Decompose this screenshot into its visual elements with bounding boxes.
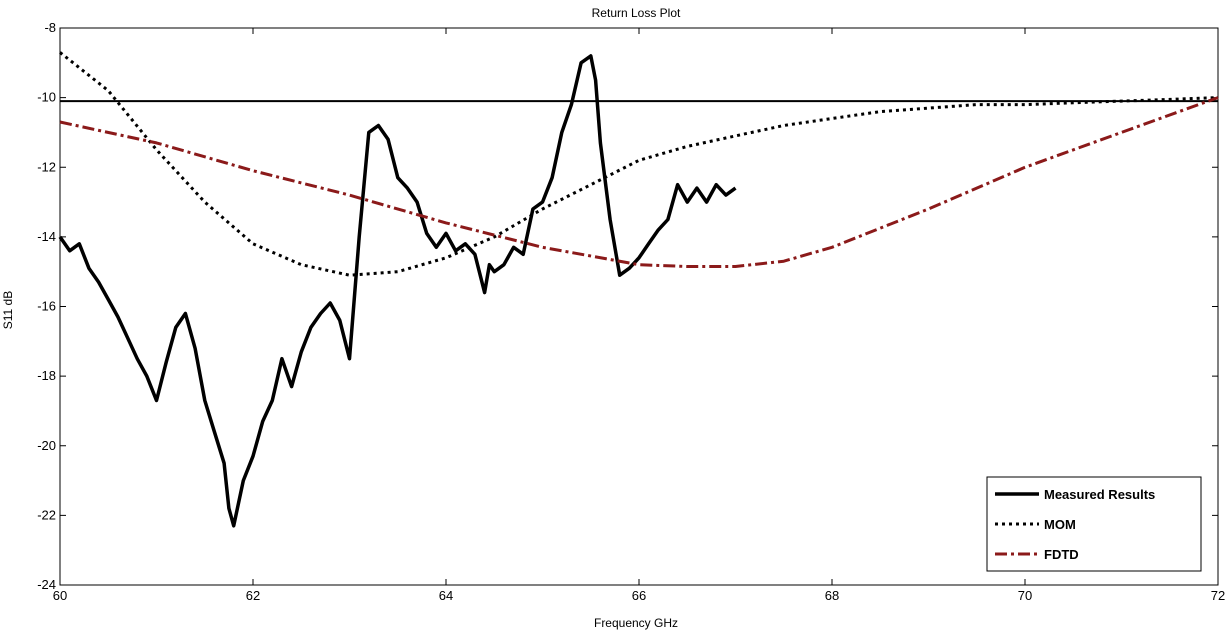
y-tick-label: -12	[37, 159, 56, 174]
legend-entry-label: Measured Results	[1044, 487, 1155, 502]
y-tick-label: -8	[44, 20, 56, 35]
legend: Measured Results MOM FDTD	[986, 476, 1202, 572]
y-tick-label: -22	[37, 507, 56, 522]
plot-area: 60 62 64 66 68 70 72 -24 -22 -20 -18 -16 -14 -12 -10 -8	[37, 20, 1225, 603]
x-tick-label: 68	[825, 588, 839, 603]
y-tick-label: -20	[37, 438, 56, 453]
y-tick-label: -14	[37, 229, 56, 244]
x-tick-label: 66	[632, 588, 646, 603]
series-line-fdtd	[59, 96, 1219, 268]
x-tick-label: 64	[439, 588, 453, 603]
y-tick-label: -18	[37, 368, 56, 383]
x-tick-label: 60	[53, 588, 67, 603]
legend-entry-label: MOM	[1044, 517, 1076, 532]
legend-entry-label: FDTD	[1044, 547, 1079, 562]
y-tick-label: -16	[37, 299, 56, 314]
x-axis-label: Frequency GHz	[594, 616, 678, 630]
chart-title: Return Loss Plot	[592, 6, 681, 20]
series-line-measured-results	[58, 54, 737, 528]
x-tick-label: 62	[246, 588, 260, 603]
x-tick-label: 72	[1211, 588, 1225, 603]
y-axis-label: S11 dB	[1, 291, 15, 329]
y-tick-label: -24	[37, 577, 56, 592]
y-tick-label: -10	[37, 90, 56, 105]
x-tick-label: 70	[1018, 588, 1032, 603]
